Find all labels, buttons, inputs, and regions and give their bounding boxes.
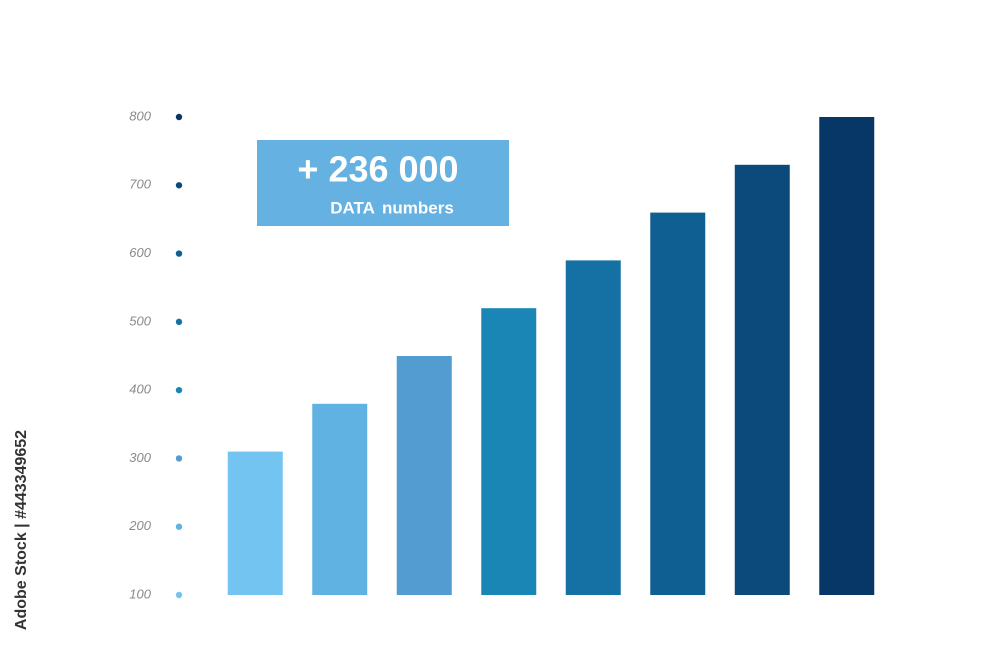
annotation-headline: + 236 000 — [297, 149, 458, 190]
tick-dot — [175, 318, 183, 326]
annotation-box — [257, 140, 509, 226]
y-tick-label: 300 — [129, 450, 151, 465]
y-tick-label: 800 — [129, 108, 151, 123]
tick-dot — [175, 591, 183, 599]
y-tick-label: 600 — [129, 245, 151, 260]
tick-dot — [175, 113, 183, 121]
tick-dot — [175, 386, 183, 394]
tick-dot — [175, 523, 183, 530]
bar — [734, 164, 790, 596]
bar — [819, 117, 875, 595]
credit: Adobe Stock | #443349652 — [13, 430, 30, 630]
bar — [227, 451, 283, 595]
tick-dot — [175, 455, 183, 462]
y-tick-label: 500 — [129, 313, 151, 328]
bar — [396, 356, 452, 595]
bar — [565, 260, 621, 595]
bar — [312, 403, 368, 595]
tick-dot — [175, 182, 183, 189]
bar — [481, 308, 537, 595]
y-tick-label: 700 — [129, 177, 151, 192]
y-tick-label: 200 — [128, 518, 151, 533]
bar — [650, 212, 706, 595]
y-tick-label: 400 — [129, 382, 151, 397]
tick-dot — [175, 250, 183, 257]
annotation-subtext: DATA numbers — [330, 198, 454, 217]
y-tick-label: 100 — [129, 586, 151, 601]
